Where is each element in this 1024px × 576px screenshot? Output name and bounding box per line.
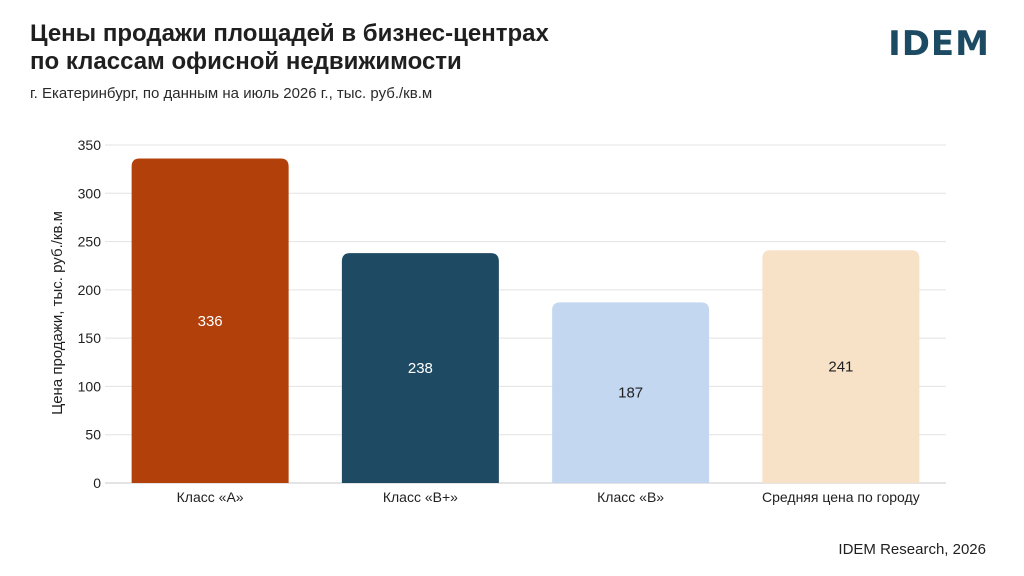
- y-tick-label: 350: [78, 137, 102, 153]
- title-line-2: по классам офисной недвижимости: [30, 48, 462, 75]
- chart-subtitle: г. Екатеринбург, по данным на июль 2026 …: [30, 85, 433, 102]
- y-tick-label: 150: [78, 330, 102, 346]
- chart-title: Цены продажи площадей в бизнес-центрах п…: [30, 20, 750, 76]
- bar: [131, 158, 289, 483]
- bar-value-label: 187: [618, 385, 643, 402]
- bars: 336 238 187 241: [131, 158, 920, 483]
- y-axis-ticks: 0 50 100 150 200 250 300 350: [78, 137, 102, 491]
- idem-logo: IDEM: [888, 24, 990, 64]
- x-category-label: Класс «А»: [177, 489, 244, 505]
- y-tick-label: 50: [85, 427, 101, 443]
- bar-value-label: 336: [198, 313, 223, 330]
- bar: [762, 250, 920, 483]
- y-tick-label: 250: [78, 234, 102, 250]
- y-tick-label: 100: [78, 378, 102, 394]
- bar-value-label: 238: [408, 360, 433, 377]
- bar: [552, 302, 710, 483]
- y-tick-label: 300: [78, 185, 102, 201]
- bar-value-label: 241: [828, 359, 853, 376]
- x-category-label: Средняя цена по городу: [762, 489, 920, 505]
- y-tick-label: 200: [78, 282, 102, 298]
- x-axis-categories: Класс «А» Класс «В+» Класс «В» Средняя цена…: [177, 489, 920, 505]
- y-axis-label: Цена продажи, тыс. руб./кв.м: [49, 211, 66, 415]
- bar: [341, 253, 499, 483]
- title-line-1: Цены продажи площадей в бизнес-центрах: [30, 20, 549, 47]
- source-note: IDEM Research, 2026: [838, 541, 986, 558]
- x-category-label: Класс «В»: [597, 489, 664, 505]
- y-tick-label: 0: [93, 475, 101, 491]
- x-category-label: Класс «В+»: [383, 489, 458, 505]
